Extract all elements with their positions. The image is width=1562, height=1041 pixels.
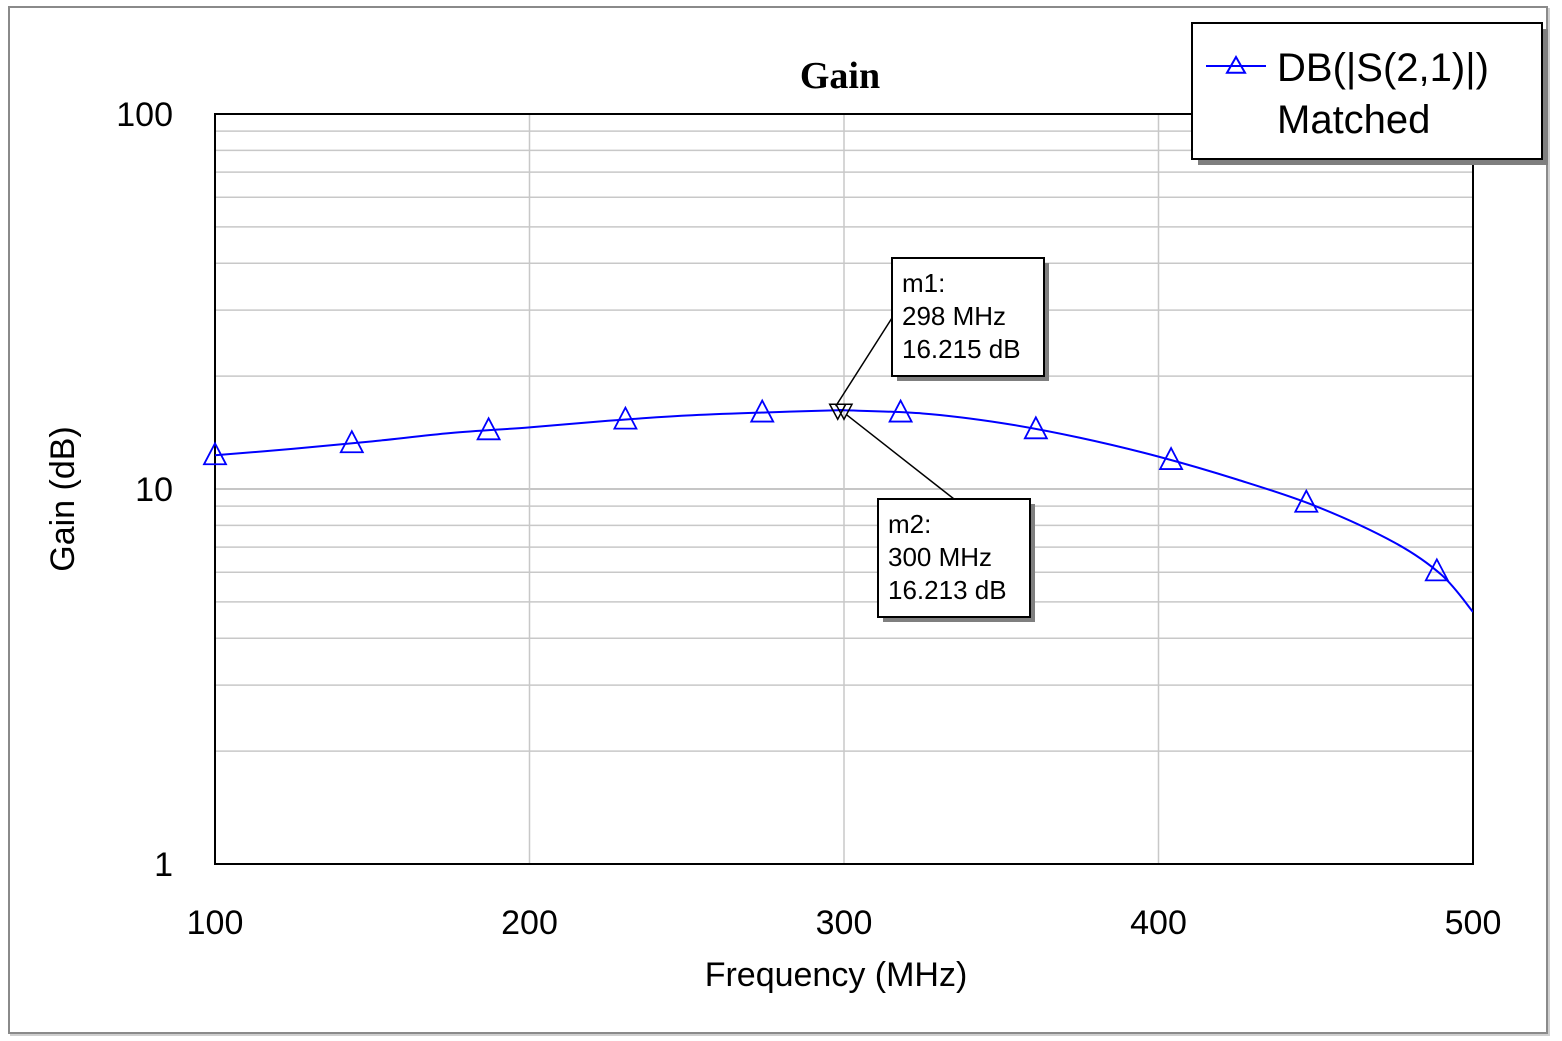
x-axis-label: Frequency (MHz) bbox=[705, 956, 968, 994]
marker-m2-leader bbox=[845, 413, 955, 500]
marker-m2-frequency: 300 MHz bbox=[888, 542, 992, 572]
series-point-triangle bbox=[612, 405, 638, 430]
marker-m2-label: m2: bbox=[888, 509, 931, 539]
y-tick-labels: 1 10 100 bbox=[116, 96, 173, 884]
series-point-triangle bbox=[202, 441, 228, 466]
series-point-triangle bbox=[1158, 446, 1184, 470]
x-tick-label: 500 bbox=[1445, 904, 1502, 942]
grid bbox=[215, 114, 1473, 864]
marker-point-m2[interactable] bbox=[834, 403, 854, 421]
marker-m1-frequency: 298 MHz bbox=[902, 301, 1006, 331]
gain-chart: Gain Frequency (MHz) Gain (dB) 100 200 300… bbox=[44, 22, 1548, 994]
series-point-triangle bbox=[1293, 488, 1319, 513]
legend-box bbox=[1191, 22, 1543, 160]
x-tick-label: 300 bbox=[816, 904, 873, 942]
marker-m2-value: 16.213 dB bbox=[888, 575, 1007, 605]
series-point-triangle bbox=[476, 416, 502, 441]
y-axis-label: Gain (dB) bbox=[44, 426, 82, 572]
chart-title: Gain bbox=[800, 55, 880, 97]
x-tick-label: 200 bbox=[501, 904, 558, 942]
x-tick-label: 400 bbox=[1130, 904, 1187, 942]
marker-m1-value: 16.215 dB bbox=[902, 334, 1021, 364]
marker-m2-box bbox=[877, 498, 1031, 618]
marker-m2[interactable]: m2: 300 MHz 16.213 dB bbox=[845, 413, 1035, 622]
legend-series-name: DB(|S(2,1)|) bbox=[1277, 46, 1489, 90]
marker-m1-box bbox=[891, 257, 1045, 377]
series-point-triangle bbox=[339, 429, 365, 454]
series-point-triangle bbox=[888, 398, 914, 423]
marker-m1[interactable]: m1: 298 MHz 16.215 dB bbox=[835, 257, 1049, 407]
y-tick-label: 1 bbox=[154, 846, 173, 884]
series-point-triangle bbox=[1424, 557, 1450, 582]
x-tick-labels: 100 200 300 400 500 bbox=[187, 904, 1502, 942]
legend-series-name-line2: Matched bbox=[1277, 98, 1430, 142]
axes bbox=[214, 113, 1474, 865]
y-tick-label: 100 bbox=[116, 96, 173, 134]
legend-triangle-icon bbox=[1225, 54, 1247, 74]
marker-m1-leader bbox=[835, 317, 893, 407]
legend[interactable]: DB(|S(2,1)|) Matched bbox=[1191, 22, 1548, 165]
chart-frame: Gain Frequency (MHz) Gain (dB) 100 200 300… bbox=[8, 6, 1548, 1034]
series-point-triangle bbox=[1023, 415, 1049, 440]
series-point-triangle bbox=[749, 398, 775, 423]
marker-m1-label: m1: bbox=[902, 268, 945, 298]
plot-border bbox=[214, 113, 1474, 865]
series-line bbox=[215, 408, 1473, 613]
y-tick-label: 10 bbox=[135, 471, 173, 509]
x-tick-label: 100 bbox=[187, 904, 244, 942]
series-layer bbox=[202, 398, 1473, 613]
